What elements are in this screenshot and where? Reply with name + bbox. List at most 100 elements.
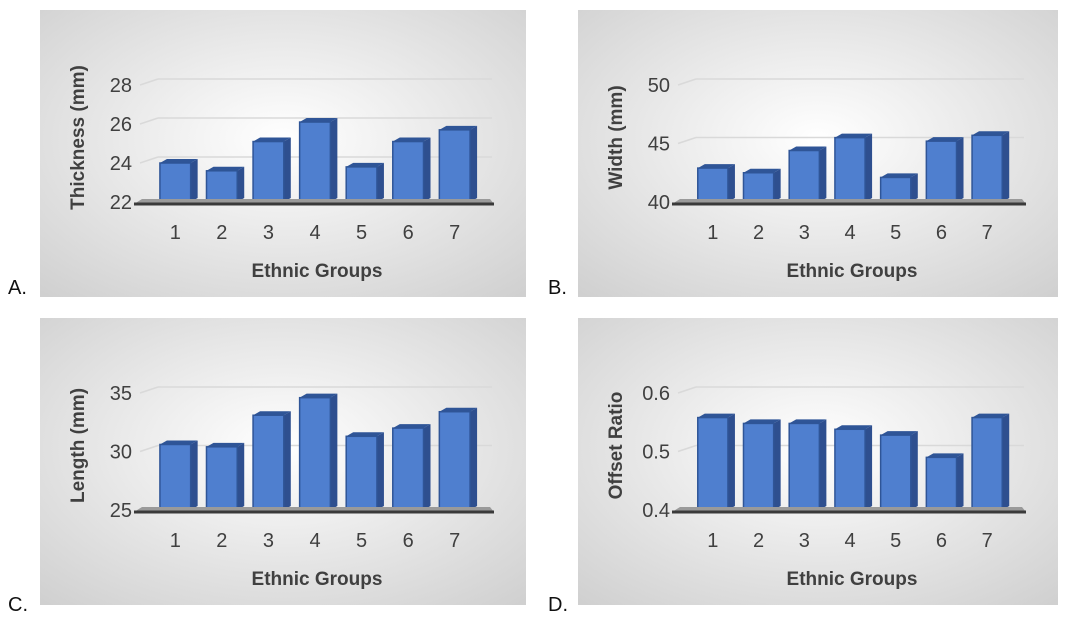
bar-top [392, 137, 431, 142]
gridline-perspective [139, 386, 159, 394]
bar-top [439, 125, 478, 130]
bar-top [299, 118, 338, 123]
x-tick-label: 7 [449, 222, 460, 244]
bar [879, 176, 912, 203]
y-tick-label: 28 [110, 75, 132, 97]
x-tick-label: 2 [216, 222, 227, 244]
bar [159, 443, 192, 511]
panel-label-a: A. [8, 277, 27, 299]
y-tick-label: 30 [110, 442, 132, 464]
x-tick-label: 2 [753, 530, 764, 552]
bar-top [926, 453, 964, 458]
chart-a-svg: 22 24 26 28 1 2 3 4 5 6 7 Ethnic Groups Thickness (m… [40, 10, 526, 297]
bar-top [206, 442, 245, 447]
bar-side [190, 440, 198, 510]
bar [971, 134, 1003, 203]
bar [252, 414, 285, 511]
bar-top [159, 440, 198, 445]
bar [697, 416, 729, 511]
x-tick-label: 7 [449, 530, 460, 552]
chart-panel-c: 25 30 35 1 2 3 4 5 6 7 Ethnic Groups Length (mm) [40, 318, 526, 605]
x-tick-label: 4 [844, 222, 855, 244]
y-axis-title: Width (mm) [606, 85, 627, 189]
bar-side [283, 411, 291, 510]
bar-side [773, 168, 781, 202]
chart-panel-d: 0.4 0.5 0.6 1 2 3 4 5 6 7 Ethnic Groups Offset Rati… [578, 318, 1058, 605]
bar-side [237, 442, 245, 510]
y-tick-label: 40 [648, 192, 670, 214]
bar-top [392, 424, 431, 429]
bar-side [470, 407, 478, 510]
gridline-perspective [139, 156, 159, 164]
bar [345, 166, 378, 203]
x-tick-label: 3 [799, 530, 810, 552]
bar-side [773, 419, 781, 510]
bar-side [956, 453, 964, 510]
bar-top [697, 413, 735, 418]
x-tick-label: 2 [216, 530, 227, 552]
x-tick-label: 6 [936, 530, 947, 552]
bar [205, 170, 238, 203]
bar-side [1002, 131, 1010, 202]
x-axis-title: Ethnic Groups [252, 569, 383, 590]
bar-side [819, 419, 827, 510]
bar-top [299, 393, 338, 398]
gridline-perspective [677, 78, 697, 86]
y-tick-label: 25 [110, 500, 132, 522]
bar [392, 140, 425, 203]
bar-side [376, 162, 384, 202]
bar-top [743, 168, 781, 173]
bar [971, 416, 1003, 511]
bar-side [190, 159, 198, 202]
bar-side [237, 166, 245, 202]
bar-top [880, 173, 918, 178]
bar-side [423, 137, 431, 202]
bar-side [910, 173, 918, 202]
panel-label-b: B. [548, 277, 567, 299]
bar [438, 129, 471, 203]
bar-side [865, 425, 873, 510]
y-tick-label: 26 [110, 114, 132, 136]
bar-top [346, 162, 384, 167]
bar-top [789, 146, 827, 151]
bar-side [819, 146, 827, 202]
bar-side [283, 137, 291, 202]
x-tick-label: 6 [936, 222, 947, 244]
panel-label-c: C. [8, 594, 28, 616]
bar-side [865, 133, 873, 202]
bar-top [253, 137, 291, 142]
y-tick-label: 24 [110, 153, 132, 175]
bar-top [159, 159, 198, 163]
y-axis-title: Thickness (mm) [68, 65, 89, 210]
x-tick-label: 2 [753, 222, 764, 244]
bar-side [470, 125, 478, 202]
bar-side [423, 424, 431, 510]
gridline-perspective [677, 444, 697, 453]
bar-side [1002, 413, 1010, 510]
bar [925, 456, 958, 511]
bar [345, 435, 378, 511]
y-tick-label: 0.4 [642, 500, 670, 522]
bar [205, 446, 238, 511]
chart-c-svg: 25 30 35 1 2 3 4 5 6 7 Ethnic Groups Length (mm) [40, 318, 526, 605]
x-tick-label: 5 [356, 530, 367, 552]
bar-side [956, 137, 964, 202]
x-tick-label: 3 [263, 530, 274, 552]
x-tick-label: 1 [170, 222, 181, 244]
x-axis-title: Ethnic Groups [787, 569, 918, 590]
chart-d-svg: 0.4 0.5 0.6 1 2 3 4 5 6 7 Ethnic Groups Offset Rati… [578, 318, 1058, 605]
bar [742, 172, 775, 203]
x-tick-label: 5 [890, 530, 901, 552]
x-tick-label: 1 [707, 530, 718, 552]
y-tick-label: 35 [110, 383, 132, 405]
panel-label-d: D. [548, 594, 568, 616]
chart-panel-b: 40 45 50 1 2 3 4 5 6 7 Ethnic Groups Width (mm) [578, 10, 1058, 297]
bar-top [697, 164, 735, 169]
bar-side [727, 164, 735, 202]
x-tick-label: 6 [403, 530, 414, 552]
bar [159, 162, 192, 203]
y-tick-label: 50 [648, 75, 670, 97]
x-tick-label: 3 [799, 222, 810, 244]
bar [925, 140, 958, 203]
